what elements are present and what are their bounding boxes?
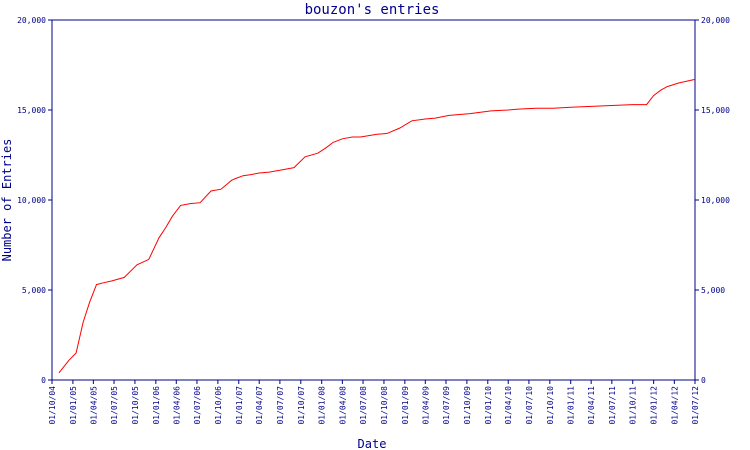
- y-tick-label-right: 10,000: [701, 196, 730, 205]
- x-tick-label: 01/04/10: [504, 386, 513, 425]
- x-tick-label: 01/10/09: [463, 386, 472, 425]
- y-tick-label-left: 10,000: [17, 196, 46, 205]
- x-tick-label: 01/01/06: [152, 386, 161, 425]
- y-tick-label-right: 20,000: [701, 16, 730, 25]
- y-axis-right: 0 5,000 10,000 15,000 20,000: [695, 16, 730, 385]
- x-tick-label: 01/04/11: [587, 386, 596, 425]
- x-tick-label: 01/01/08: [318, 386, 327, 425]
- x-tick-label: 01/10/04: [48, 386, 57, 425]
- y-axis-title: Number of Entries: [0, 139, 14, 262]
- x-tick-label: 01/07/12: [691, 386, 700, 425]
- y-tick-label-right: 15,000: [701, 106, 730, 115]
- x-tick-label: 01/07/10: [525, 386, 534, 425]
- chart-title: bouzon's entries: [305, 2, 440, 18]
- x-axis: 01/10/04 01/01/05 01/04/05 01/07/05 01/10/05…: [48, 380, 700, 425]
- y-tick-label-left: 20,000: [17, 16, 46, 25]
- x-tick-label: 01/04/07: [255, 386, 264, 425]
- x-tick-label: 01/01/12: [650, 386, 659, 425]
- x-tick-label: 01/01/07: [235, 386, 244, 425]
- x-tick-label: 01/01/05: [69, 386, 78, 425]
- x-tick-label: 01/10/08: [380, 386, 389, 425]
- y-tick-label-left: 15,000: [17, 106, 46, 115]
- x-tick-label: 01/04/12: [670, 386, 679, 425]
- x-tick-label: 01/10/07: [297, 386, 306, 425]
- x-tick-label: 01/10/05: [131, 386, 140, 425]
- x-tick-label: 01/07/05: [110, 386, 119, 425]
- y-tick-label-right: 0: [701, 376, 706, 385]
- x-tick-label: 01/04/05: [89, 386, 98, 425]
- x-tick-label: 01/10/11: [629, 386, 638, 425]
- series-line: [58, 78, 696, 374]
- x-tick-label: 01/01/11: [567, 386, 576, 425]
- x-tick-label: 01/04/06: [172, 386, 181, 425]
- y-axis-left: 0 5,000 10,000 15,000 20,000: [17, 16, 52, 385]
- x-tick-label: 01/10/10: [546, 386, 555, 425]
- x-tick-label: 01/04/09: [421, 386, 430, 425]
- x-tick-label: 01/07/09: [442, 386, 451, 425]
- x-tick-label: 01/07/11: [608, 386, 617, 425]
- x-tick-label: 01/07/08: [359, 386, 368, 425]
- x-tick-label: 01/04/08: [338, 386, 347, 425]
- x-axis-title: Date: [358, 437, 387, 450]
- series-layer: [58, 78, 696, 374]
- y-tick-label-right: 5,000: [701, 286, 725, 295]
- x-tick-label: 01/07/06: [193, 386, 202, 425]
- y-tick-label-left: 0: [41, 376, 46, 385]
- x-tick-label: 01/10/06: [214, 386, 223, 425]
- x-tick-label: 01/07/07: [276, 386, 285, 425]
- x-tick-label: 01/01/10: [484, 386, 493, 425]
- x-tick-label: 01/01/09: [401, 386, 410, 425]
- plot-frame: [51, 19, 696, 381]
- y-tick-label-left: 5,000: [22, 286, 46, 295]
